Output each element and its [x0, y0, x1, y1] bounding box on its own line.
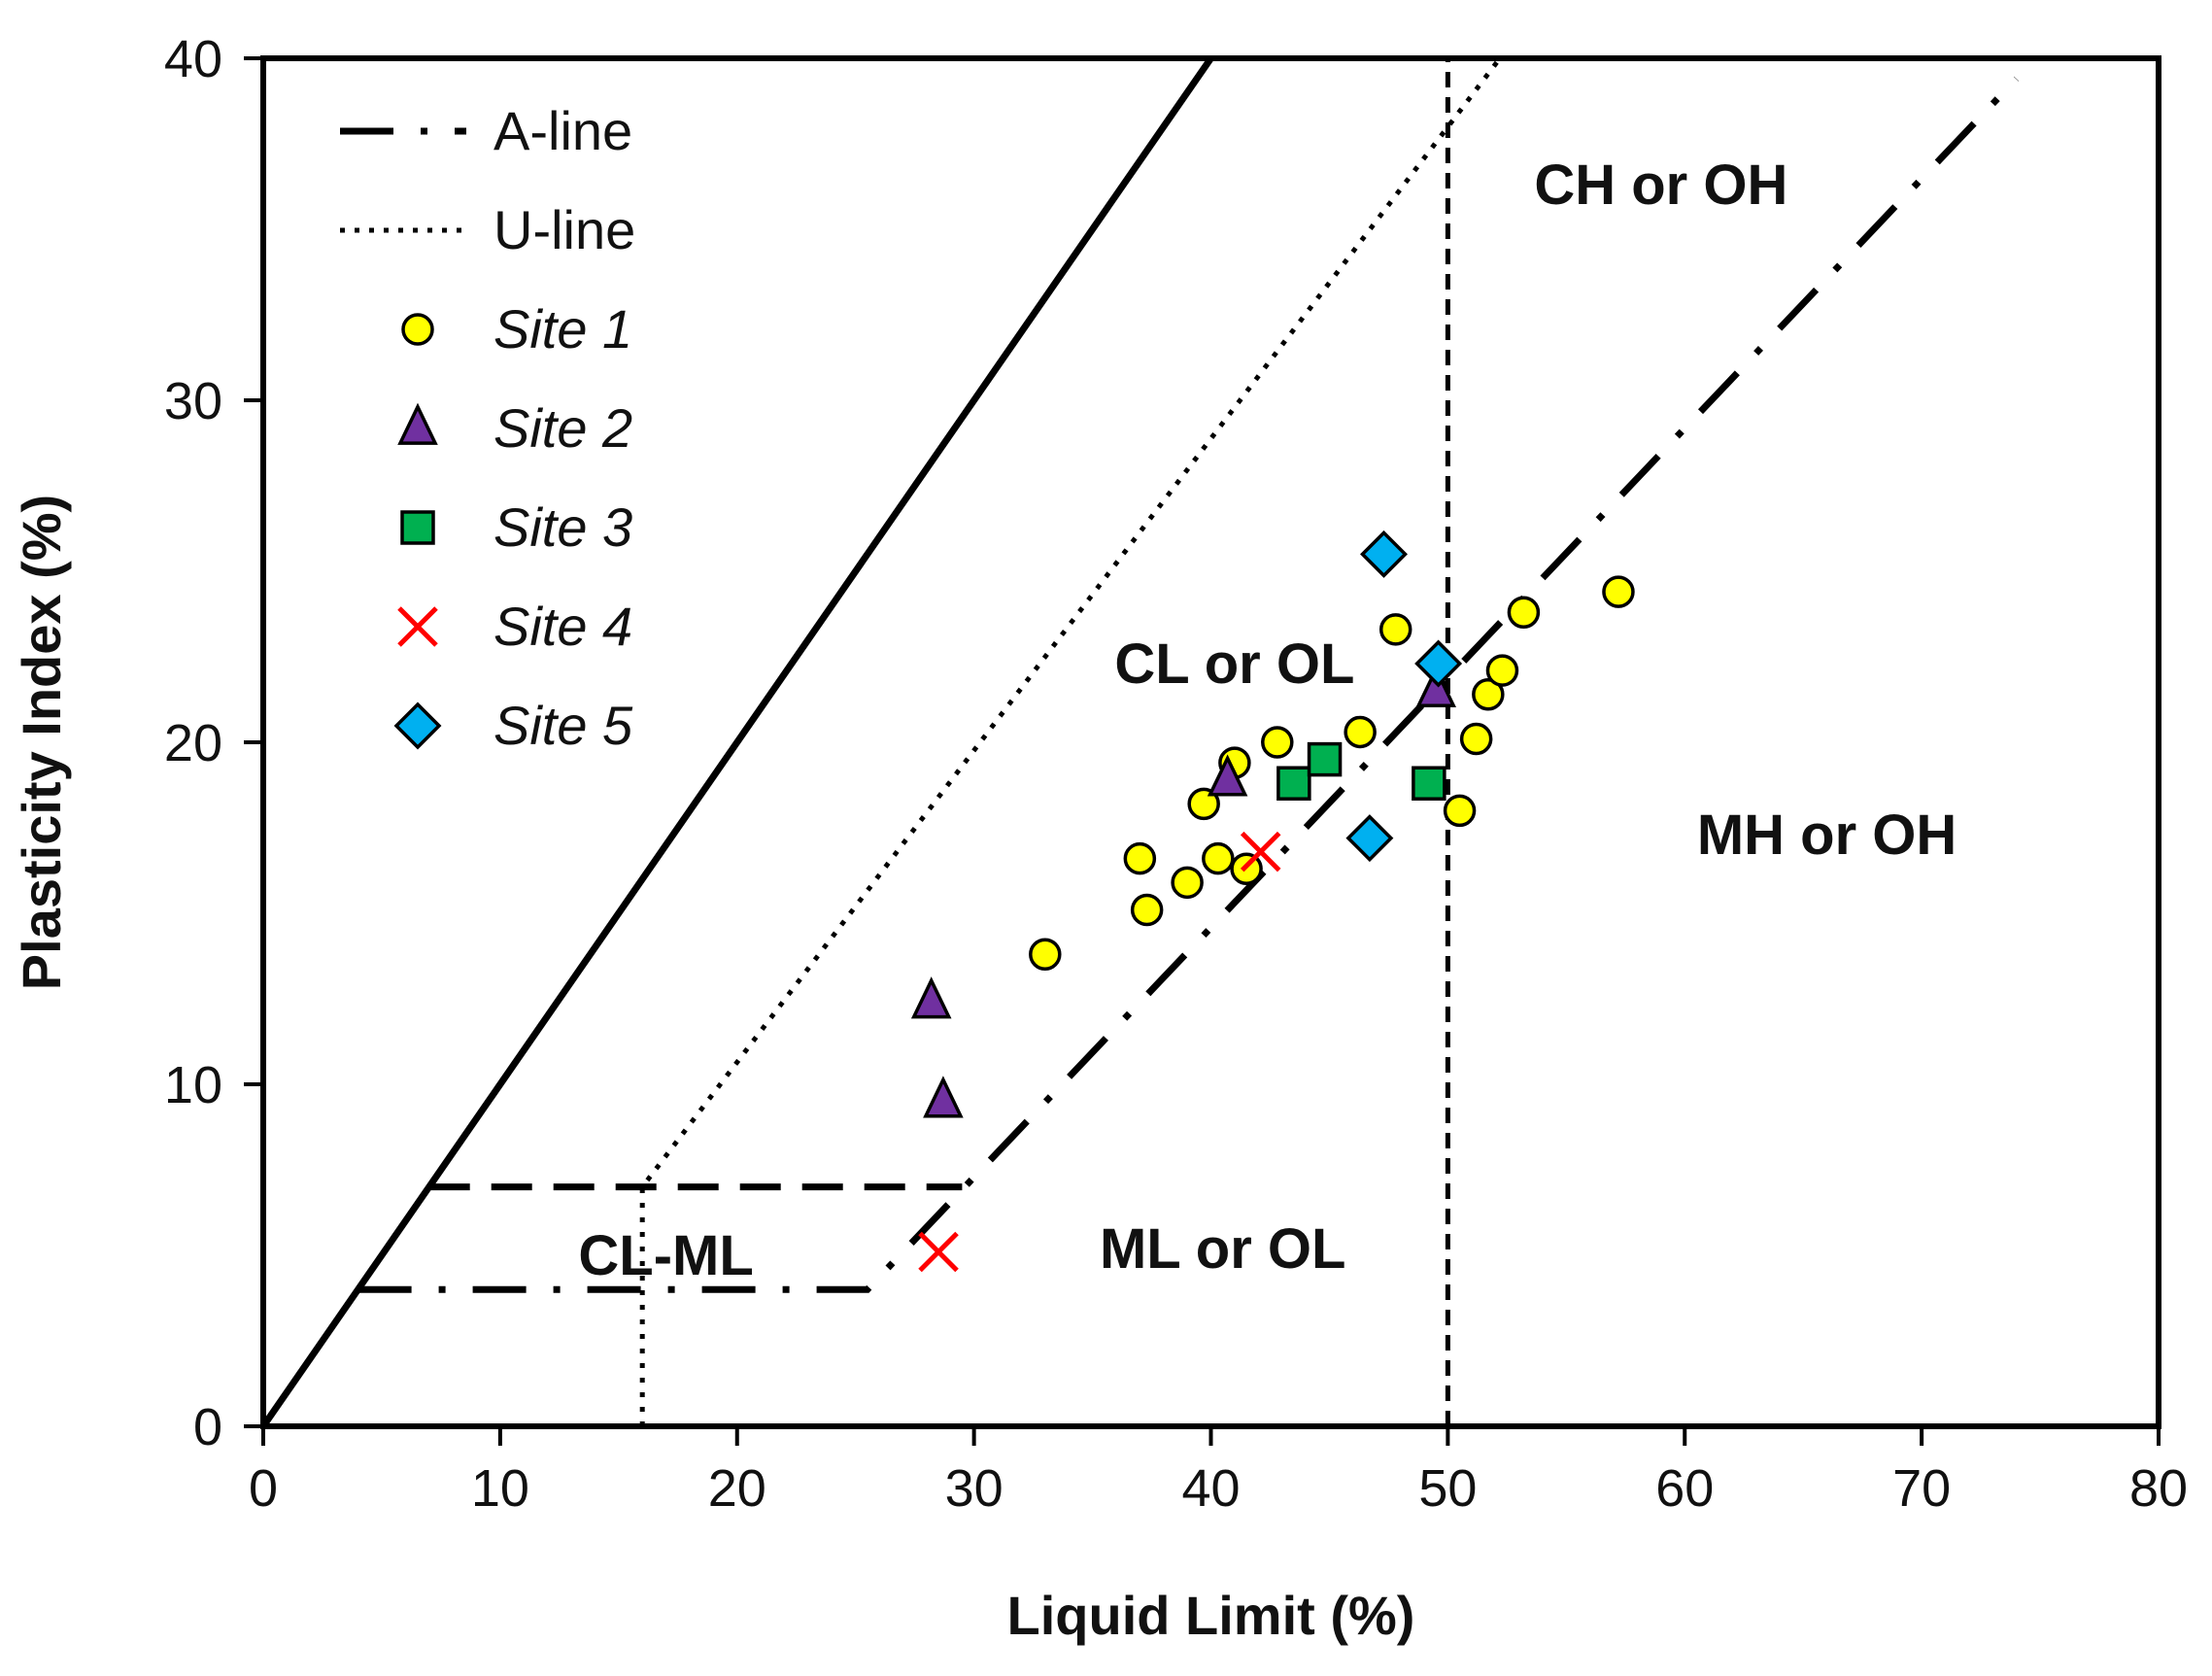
data-point — [1130, 893, 1164, 927]
x-axis-title: Liquid Limit (%) — [1007, 1585, 1415, 1646]
data-point — [1415, 665, 1456, 708]
series-site-1 — [1029, 575, 1635, 971]
series-site-2 — [910, 665, 1456, 1118]
y-tick-label: 20 — [164, 714, 222, 772]
legend-label: Site 2 — [493, 397, 632, 459]
x-tick-label: 30 — [945, 1459, 1004, 1518]
data-point — [1443, 794, 1477, 828]
y-tick-label: 0 — [193, 1398, 222, 1456]
plot-area-frame — [260, 55, 2161, 1429]
y-tick-label: 40 — [164, 30, 222, 88]
legend: A-line U-line Site 1 Site 2 Site 3 Site 4 Site… — [340, 100, 635, 756]
data-point — [1345, 814, 1394, 863]
data-point — [1202, 841, 1235, 875]
x-tick-label: 50 — [1418, 1459, 1477, 1518]
U-line — [639, 58, 1502, 1426]
data-point — [1123, 841, 1157, 875]
data-point — [1378, 613, 1412, 646]
x-tick-label: 40 — [1181, 1459, 1240, 1518]
y-axis-ticks: 0 10 20 30 40 — [164, 30, 263, 1456]
data-point — [1261, 726, 1294, 759]
data-point — [1276, 766, 1311, 801]
legend-label: A-line — [493, 100, 632, 161]
series-site-3 — [1276, 741, 1446, 801]
data-point — [1171, 866, 1204, 900]
y-tick-label: 30 — [164, 372, 222, 430]
data-point — [1240, 831, 1281, 872]
data-point — [1507, 596, 1541, 629]
legend-label: Site 1 — [493, 298, 632, 359]
y-axis-title: Plasticity Index (%) — [11, 495, 72, 990]
x-tick-label: 70 — [1892, 1459, 1951, 1518]
x-tick-label: 10 — [471, 1459, 529, 1518]
legend-label: Site 5 — [493, 695, 633, 756]
A-line — [357, 76, 2020, 1293]
data-point — [1602, 575, 1635, 608]
data-point — [918, 1231, 959, 1273]
data-markers — [910, 530, 1635, 1273]
series-site-4 — [918, 831, 1281, 1273]
x-axis-ticks: 0 10 20 30 40 50 60 70 80 — [249, 1426, 2188, 1518]
region-label: CL-ML — [578, 1224, 753, 1287]
legend-label: Site 4 — [493, 596, 632, 657]
data-point — [1207, 754, 1248, 797]
data-point — [1360, 530, 1408, 578]
boundary-line — [263, 58, 1214, 1426]
data-point — [1414, 639, 1463, 688]
data-point — [1344, 715, 1377, 749]
legend-marker — [397, 606, 438, 647]
legend-label: U-line — [493, 199, 635, 260]
data-point — [1459, 722, 1493, 756]
legend-marker — [401, 313, 434, 346]
data-point — [1485, 654, 1519, 687]
region-labels: CH or OH CL or OL MH or OH ML or OL CL-ML — [578, 154, 1957, 1287]
legend-marker — [400, 510, 435, 545]
data-point — [1029, 938, 1062, 971]
legend-label: Site 3 — [493, 496, 632, 558]
series-site-5 — [1345, 530, 1463, 863]
region-label: ML or OL — [1100, 1217, 1345, 1281]
y-tick-label: 10 — [164, 1056, 222, 1114]
data-point — [1472, 677, 1505, 711]
reference-lines — [263, 58, 2020, 1426]
region-label: CL or OL — [1114, 633, 1354, 696]
data-point — [1412, 766, 1446, 801]
x-tick-label: 0 — [249, 1459, 278, 1518]
region-label: MH or OH — [1697, 804, 1957, 867]
data-point — [1187, 787, 1220, 821]
data-point — [1307, 741, 1343, 777]
legend-marker — [393, 701, 442, 750]
x-tick-label: 60 — [1655, 1459, 1714, 1518]
x-tick-label: 20 — [708, 1459, 766, 1518]
region-label: CH or OH — [1534, 154, 1787, 217]
data-point — [910, 976, 952, 1019]
x-tick-label: 80 — [2129, 1459, 2188, 1518]
data-point — [923, 1076, 964, 1118]
legend-marker — [397, 402, 438, 445]
